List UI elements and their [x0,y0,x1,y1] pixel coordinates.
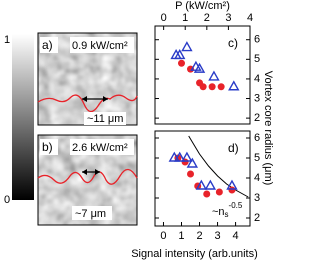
x-tick-label: 3 [214,230,220,242]
fit-line [188,135,249,198]
point [204,179,217,190]
x-tick-label: 2 [196,230,202,242]
y-tick-label: 2 [254,212,260,224]
x-axis-title: Signal intensity (arb.units) [131,248,258,260]
image-a: a) 0.9 kW/cm² ~11 μm [37,32,138,126]
point [168,151,180,162]
x-tick-label: 1 [178,230,184,242]
y-axis-title: Vortex core radius (μm) [262,71,274,186]
point [173,48,186,60]
panel-label: c) [228,36,238,50]
point [173,151,186,162]
y-tick-label: 3 [254,192,260,204]
x2-tick-label: 4 [247,12,253,24]
size-label: ~7 μm [75,208,106,220]
power-label: 0.9 kW/cm² [72,40,128,52]
figure: 1 0 a) 0.9 kW/cm² ~11 μm b) 2.6 kW/cm² ~… [4,0,274,260]
point [208,70,220,81]
point [193,62,206,73]
size-label: ~11 μm [87,113,123,125]
point [181,41,193,52]
colorbar [12,34,34,200]
point [181,151,193,162]
annotation-sup: -0.5 [229,201,243,210]
y-tick-label: 3 [254,92,260,104]
point [228,80,240,91]
point [226,179,238,190]
plot-frame [154,25,251,125]
annotation-sub: s [225,210,229,219]
y-tick-label: 4 [254,73,260,85]
point [208,83,216,91]
panel-label: b) [42,140,53,154]
point [177,59,185,67]
point [217,83,225,91]
y-tick-label: 6 [254,132,260,144]
y-tick-label: 5 [254,152,260,164]
point [186,157,199,168]
y-tick-label: 6 [254,34,260,46]
panel-label: a) [42,38,53,52]
annotation: ~ns-0.5 [212,201,243,219]
power-label: 2.6 kW/cm² [72,142,128,154]
x-tick-label: 0 [160,230,166,242]
point [228,186,236,194]
colorbar-top: 1 [4,34,10,46]
x2-tick-label: 3 [225,12,231,24]
x2-tick-label: 1 [182,12,188,24]
panel-label: d) [228,141,239,155]
point [195,179,208,190]
point [203,190,211,198]
point [199,83,207,91]
y-tick-label: 4 [254,172,260,184]
y-tick-label: 5 [254,53,260,65]
y-tick-label: 2 [254,112,260,124]
annotation-text: ~n [212,206,225,218]
x2-axis-title: P (kW/cm²) [175,0,230,12]
x-tick-label: 4 [233,230,239,242]
x2-tick-label: 2 [204,12,210,24]
x2-tick-label: 0 [161,12,167,24]
colorbar-bottom: 0 [4,194,10,206]
point [187,170,195,178]
image-b: b) 2.6 kW/cm² ~7 μm [37,134,138,226]
point [215,188,223,196]
